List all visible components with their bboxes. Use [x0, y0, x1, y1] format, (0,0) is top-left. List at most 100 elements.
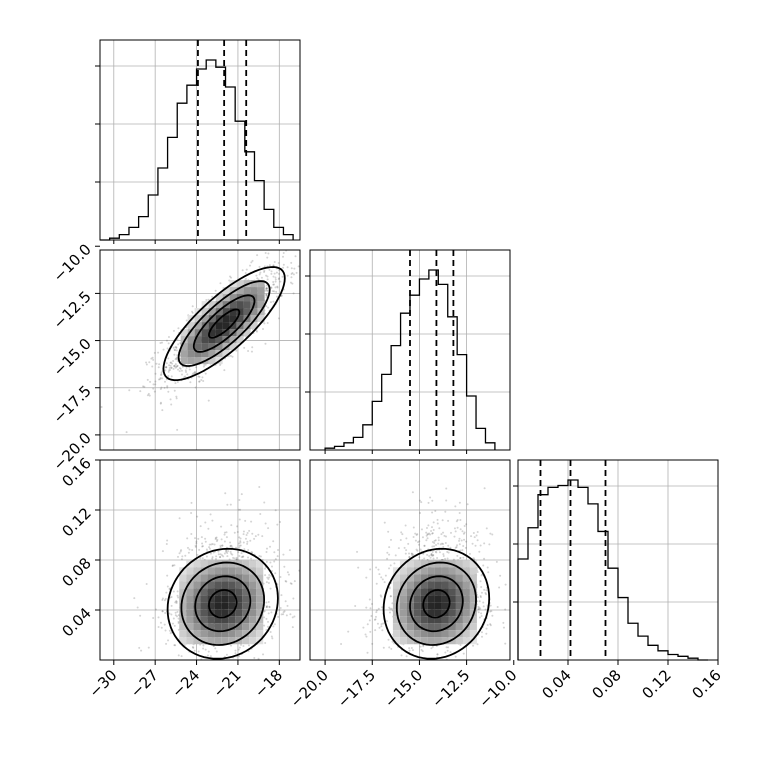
sample-point	[264, 574, 267, 577]
sample-point	[154, 383, 157, 386]
density-cell	[186, 595, 194, 603]
density-cell	[215, 322, 223, 330]
sample-point	[267, 620, 270, 623]
sample-point	[226, 503, 229, 506]
sample-point	[433, 541, 436, 544]
sample-point	[225, 653, 228, 656]
density-cell	[186, 623, 194, 631]
sample-point	[175, 365, 178, 368]
sample-point	[463, 531, 466, 534]
density-cell	[201, 308, 209, 316]
sample-point	[166, 574, 169, 577]
sample-point	[289, 613, 292, 616]
sample-point	[489, 610, 492, 613]
sample-point	[209, 513, 212, 516]
density-cell	[448, 609, 456, 617]
density-cell	[406, 581, 414, 589]
sample-point	[240, 643, 243, 646]
density-cell	[249, 602, 257, 610]
sample-point	[265, 287, 268, 290]
sample-point	[231, 355, 234, 358]
sample-point	[368, 598, 371, 601]
sample-point	[373, 618, 376, 621]
sample-point	[230, 552, 233, 555]
sample-point	[441, 542, 444, 545]
sample-point	[194, 386, 197, 389]
density-cell	[180, 350, 188, 358]
sample-point	[265, 551, 268, 554]
sample-point	[458, 539, 461, 542]
contour-line	[208, 308, 241, 339]
density-cell	[427, 623, 435, 631]
inner-ticks-1	[324, 450, 468, 454]
sample-point	[432, 554, 435, 557]
density-cell	[228, 567, 236, 575]
sample-point	[418, 540, 421, 543]
density-cell	[242, 623, 250, 631]
density-cell	[434, 581, 442, 589]
sample-point	[276, 295, 279, 298]
density-cell	[207, 567, 215, 575]
sample-point	[274, 558, 277, 561]
density-cell	[462, 567, 470, 575]
sample-point	[214, 538, 217, 541]
sample-point	[473, 536, 476, 539]
density-cell	[448, 567, 456, 575]
density-cell	[243, 322, 251, 330]
density-cell	[392, 588, 400, 596]
sample-point	[180, 558, 183, 561]
sample-point	[223, 533, 226, 536]
sample-point	[382, 622, 385, 625]
sample-point	[177, 343, 180, 346]
sample-point	[481, 635, 484, 638]
sample-point	[357, 566, 360, 569]
sample-point	[472, 557, 475, 560]
density-cell	[207, 560, 215, 568]
density-cell	[228, 602, 236, 610]
sample-point	[459, 643, 462, 646]
sample-point	[172, 360, 175, 363]
sample-point	[430, 552, 433, 555]
density-cell	[462, 560, 470, 568]
sample-point	[271, 637, 274, 640]
density-cell	[249, 616, 257, 624]
sample-point	[253, 657, 256, 660]
density-cell	[242, 581, 250, 589]
sample-point	[383, 581, 386, 584]
sample-point	[434, 539, 437, 542]
sample-point	[385, 620, 388, 623]
sample-point	[408, 556, 411, 559]
sample-point	[263, 610, 266, 613]
density-cell	[214, 623, 222, 631]
sample-point	[235, 546, 238, 549]
sample-point	[282, 611, 285, 614]
density-cell	[420, 630, 428, 638]
sample-point	[150, 357, 153, 360]
sample-point	[314, 257, 316, 259]
x-tick-label: −21	[210, 666, 245, 701]
sample-point	[224, 492, 227, 495]
density-cell	[413, 588, 421, 596]
hist-panel-1	[305, 249, 511, 451]
sample-point	[202, 644, 205, 647]
sample-point	[404, 524, 407, 527]
sample-point	[231, 553, 234, 556]
density-cell	[256, 588, 264, 596]
density-cell	[257, 280, 265, 288]
sample-point	[290, 272, 293, 275]
sample-point	[178, 367, 181, 370]
sample-point	[268, 605, 271, 608]
pair-grid	[100, 460, 300, 660]
sample-point	[443, 534, 446, 537]
density-cell	[420, 637, 428, 645]
sample-point	[177, 654, 180, 657]
sample-point	[277, 548, 280, 551]
sample-point	[225, 536, 228, 539]
sample-point	[285, 580, 288, 583]
density-cell	[235, 630, 243, 638]
sample-point	[513, 570, 515, 572]
y-axis-2: 0.160.120.080.04	[58, 454, 100, 640]
density-cell	[250, 280, 258, 288]
sample-point	[164, 369, 167, 372]
